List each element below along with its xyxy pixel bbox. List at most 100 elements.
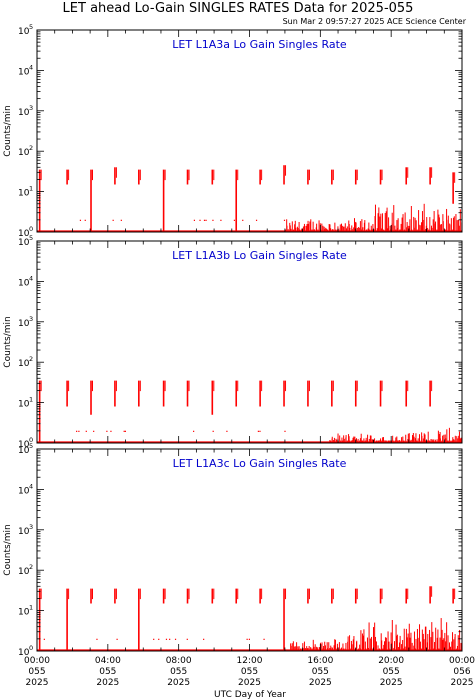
- x-tick-label: 055: [28, 667, 45, 677]
- plot-frame: [36, 29, 463, 233]
- data-point: [220, 219, 222, 221]
- data-point: [123, 430, 125, 432]
- y-tick-exponent: 2: [29, 355, 33, 363]
- data-point: [284, 430, 286, 432]
- x-tick-label: 055: [383, 667, 400, 677]
- y-tick-label: 10: [18, 319, 30, 329]
- x-tick-label: 16:00: [307, 656, 333, 666]
- y-tick-label: 10: [18, 189, 30, 199]
- y-tick-label: 10: [18, 608, 30, 618]
- y-tick-label: 10: [18, 108, 30, 118]
- x-tick-label: 055: [99, 667, 116, 677]
- y-tick-exponent: 5: [29, 442, 33, 450]
- data-point: [283, 219, 286, 221]
- x-tick-label: 12:00: [237, 656, 263, 666]
- data-series: [37, 586, 462, 651]
- data-point: [158, 638, 160, 640]
- figure-title: LET ahead Lo-Gain SINGLES RATES Data for…: [63, 1, 414, 16]
- y-tick-exponent: 1: [29, 604, 33, 612]
- data-point: [78, 430, 80, 432]
- y-tick-exponent: 4: [29, 482, 33, 490]
- data-point: [120, 219, 122, 221]
- y-tick-exponent: 3: [29, 315, 33, 323]
- data-point: [79, 219, 82, 221]
- data-point: [153, 638, 155, 640]
- y-tick-label: 10: [18, 229, 30, 239]
- x-tick-label: 00:00: [449, 656, 475, 666]
- y-tick-exponent: 3: [29, 104, 33, 112]
- data-point: [106, 430, 108, 432]
- data-series: [37, 380, 462, 443]
- y-tick-exponent: 0: [29, 225, 33, 233]
- data-point: [124, 430, 127, 432]
- data-point: [263, 638, 265, 640]
- x-tick-label: 055: [312, 667, 329, 677]
- y-tick-label: 10: [18, 67, 30, 77]
- y-tick-label: 10: [18, 238, 30, 248]
- x-axis-label: UTC Day of Year: [214, 690, 286, 700]
- data-point: [255, 219, 258, 221]
- x-tick-label: 20:00: [378, 656, 404, 666]
- panel-title: LET L1A3c Lo Gain Singles Rate: [173, 457, 347, 470]
- data-point: [233, 219, 236, 221]
- x-tick-label: 2025: [451, 678, 474, 688]
- y-tick-exponent: 2: [29, 563, 33, 571]
- data-point: [259, 430, 261, 432]
- data-point: [174, 638, 177, 640]
- data-point: [212, 219, 214, 221]
- x-tick-label: 08:00: [166, 656, 192, 666]
- y-tick-exponent: 5: [29, 23, 33, 31]
- data-point: [93, 430, 95, 432]
- data-point: [43, 638, 45, 640]
- y-tick-label: 10: [18, 486, 30, 496]
- y-tick-label: 10: [18, 527, 30, 537]
- data-point: [165, 638, 168, 640]
- x-tick-label: 056: [453, 667, 470, 677]
- y-tick-label: 10: [18, 400, 30, 410]
- x-tick-label: 2025: [167, 678, 190, 688]
- y-tick-exponent: 2: [29, 144, 33, 152]
- data-point: [212, 430, 214, 432]
- data-point: [84, 219, 86, 221]
- y-tick-exponent: 0: [29, 436, 33, 444]
- data-point: [226, 430, 228, 432]
- data-point: [112, 219, 114, 221]
- y-tick-label: 10: [18, 148, 30, 158]
- y-tick-label: 10: [18, 27, 30, 37]
- data-point: [257, 430, 259, 432]
- x-tick-label: 00:00: [24, 656, 50, 666]
- y-tick-exponent: 0: [29, 644, 33, 652]
- data-point: [246, 638, 248, 640]
- panel-title: LET L1A3a Lo Gain Singles Rate: [172, 38, 347, 51]
- data-point: [203, 638, 205, 640]
- y-tick-exponent: 4: [29, 63, 33, 71]
- data-point: [199, 219, 201, 221]
- plot-frame: [36, 448, 463, 652]
- data-point: [203, 219, 206, 221]
- y-tick-label: 10: [18, 359, 30, 369]
- y-tick-exponent: 1: [29, 396, 33, 404]
- y-tick-exponent: 4: [29, 274, 33, 282]
- x-axis: 00:00055202504:00055202508:00055202512:0…: [24, 656, 475, 688]
- x-tick-label: 2025: [309, 678, 332, 688]
- data-point: [169, 638, 171, 640]
- data-point: [85, 430, 87, 432]
- y-tick-exponent: 3: [29, 523, 33, 531]
- y-tick-label: 10: [18, 648, 30, 658]
- y-tick-label: 10: [18, 440, 30, 450]
- y-tick-label: 10: [18, 446, 30, 456]
- x-tick-label: 2025: [26, 678, 49, 688]
- data-point: [205, 219, 207, 221]
- y-tick-exponent: 5: [29, 234, 33, 242]
- x-tick-label: 2025: [238, 678, 261, 688]
- x-tick-label: 055: [170, 667, 187, 677]
- y-axis-label: Counts/min: [3, 524, 13, 575]
- data-point: [76, 430, 78, 432]
- data-point: [116, 638, 118, 640]
- y-tick-exponent: 1: [29, 185, 33, 193]
